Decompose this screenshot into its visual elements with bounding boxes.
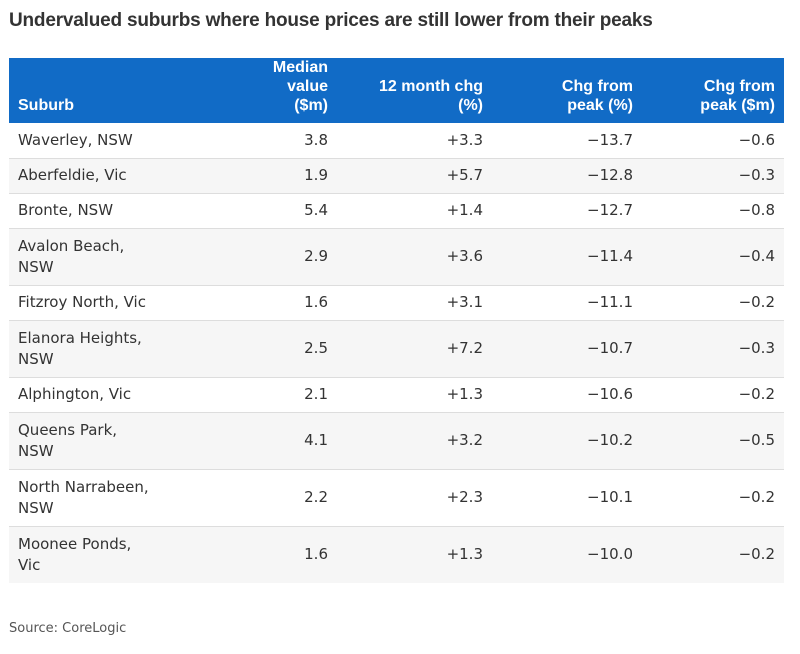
cell-chg-from-peak-m: −0.3 [642, 319, 784, 377]
cell-median-value: 1.6 [229, 284, 337, 320]
table-row: Moonee Ponds, Vic 1.6 +1.3 −10.0 −0.2 [9, 525, 784, 583]
cell-suburb: Waverley, NSW [18, 130, 133, 149]
table-header-row: Suburb Median value ($m) 12 month chg (%) … [9, 58, 784, 123]
table-row: Alphington, Vic 2.1 +1.3 −10.6 −0.2 [9, 376, 784, 412]
cell-chg-from-peak-pct: −10.7 [492, 319, 642, 377]
cell-chg-from-peak-m: −0.2 [642, 525, 784, 583]
cell-12-month-chg: +3.3 [446, 130, 483, 149]
cell-12-month-chg: +1.3 [337, 525, 492, 583]
cell-median-value: 4.1 [229, 411, 337, 469]
cell-suburb: Bronte, NSW [9, 192, 229, 228]
cell-chg-from-peak-m: −0.5 [642, 411, 784, 469]
cell-chg-from-peak-pct: −11.1 [492, 284, 642, 320]
header-suburb: Suburb [18, 97, 74, 114]
cell-suburb: Moonee Ponds, Vic [9, 525, 229, 583]
cell-chg-from-peak-pct: −12.7 [492, 192, 642, 228]
cell-12-month-chg: +3.6 [337, 227, 492, 285]
table-row: North Narrabeen, NSW 2.2 +2.3 −10.1 −0.2 [9, 468, 784, 526]
cell-12-month-chg: +5.7 [337, 157, 492, 193]
cell-12-month-chg: +7.2 [337, 319, 492, 377]
cell-suburb: Avalon Beach, NSW [9, 227, 229, 285]
table-row: Aberfeldie, Vic 1.9 +5.7 −12.8 −0.3 [9, 157, 784, 193]
cell-median-value: 2.1 [229, 376, 337, 412]
data-table: Suburb Median value ($m) 12 month chg (%) … [9, 58, 784, 583]
cell-chg-from-peak-pct: −13.7 [587, 130, 633, 149]
header-chg-from-peak-pct: Chg from peak (%) [561, 78, 633, 114]
table-row: Bronte, NSW 5.4 +1.4 −12.7 −0.8 [9, 192, 784, 228]
cell-chg-from-peak-pct: −10.6 [492, 376, 642, 412]
cell-median-value: 2.2 [229, 468, 337, 526]
cell-chg-from-peak-m: −0.2 [642, 284, 784, 320]
cell-chg-from-peak-pct: −10.2 [492, 411, 642, 469]
table-row: Avalon Beach, NSW 2.9 +3.6 −11.4 −0.4 [9, 227, 784, 285]
cell-chg-from-peak-m: −0.2 [642, 468, 784, 526]
cell-median-value: 3.8 [304, 130, 328, 149]
cell-suburb: Fitzroy North, Vic [9, 284, 229, 320]
cell-median-value: 2.5 [229, 319, 337, 377]
cell-12-month-chg: +3.1 [337, 284, 492, 320]
cell-chg-from-peak-pct: −12.8 [492, 157, 642, 193]
header-12-month-chg: 12 month chg (%) [378, 78, 483, 114]
table-row: Queens Park, NSW 4.1 +3.2 −10.2 −0.5 [9, 411, 784, 469]
cell-median-value: 1.6 [229, 525, 337, 583]
cell-median-value: 5.4 [229, 192, 337, 228]
cell-median-value: 2.9 [229, 227, 337, 285]
source-note: Source: CoreLogic [9, 621, 127, 636]
cell-chg-from-peak-m: −0.6 [738, 130, 775, 149]
cell-suburb: Elanora Heights, NSW [9, 319, 229, 377]
cell-chg-from-peak-m: −0.8 [642, 192, 784, 228]
cell-chg-from-peak-m: −0.4 [642, 227, 784, 285]
cell-12-month-chg: +1.3 [337, 376, 492, 412]
cell-suburb: North Narrabeen, NSW [9, 468, 229, 526]
header-median-value: Median value ($m) [272, 59, 328, 114]
cell-suburb: Queens Park, NSW [9, 411, 229, 469]
cell-12-month-chg: +3.2 [337, 411, 492, 469]
cell-chg-from-peak-pct: −11.4 [492, 227, 642, 285]
cell-median-value: 1.9 [229, 157, 337, 193]
cell-chg-from-peak-pct: −10.1 [492, 468, 642, 526]
table-row: Fitzroy North, Vic 1.6 +3.1 −11.1 −0.2 [9, 284, 784, 320]
cell-chg-from-peak-m: −0.3 [642, 157, 784, 193]
table-row: Elanora Heights, NSW 2.5 +7.2 −10.7 −0.3 [9, 319, 784, 377]
table-row: Waverley, NSW 3.8 +3.3 −13.7 −0.6 [9, 123, 784, 158]
cell-chg-from-peak-pct: −10.0 [492, 525, 642, 583]
header-chg-from-peak-m: Chg from peak ($m) [700, 78, 775, 114]
cell-suburb: Aberfeldie, Vic [9, 157, 229, 193]
cell-12-month-chg: +2.3 [337, 468, 492, 526]
cell-chg-from-peak-m: −0.2 [642, 376, 784, 412]
cell-12-month-chg: +1.4 [337, 192, 492, 228]
cell-suburb: Alphington, Vic [9, 376, 229, 412]
chart-title: Undervalued suburbs where house prices a… [9, 10, 653, 31]
